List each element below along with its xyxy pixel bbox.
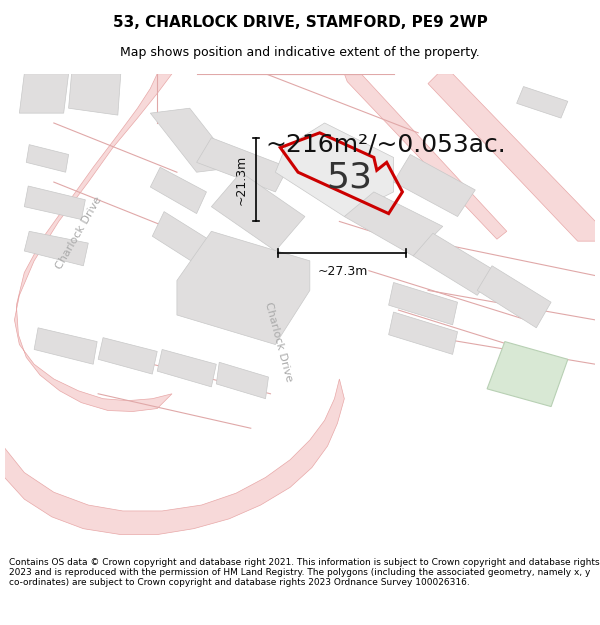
- Polygon shape: [413, 233, 495, 295]
- Polygon shape: [152, 212, 219, 271]
- Polygon shape: [151, 108, 236, 172]
- Polygon shape: [157, 349, 217, 387]
- Polygon shape: [5, 379, 344, 534]
- Polygon shape: [177, 231, 310, 344]
- Polygon shape: [428, 74, 595, 241]
- Polygon shape: [394, 154, 475, 216]
- Polygon shape: [487, 342, 568, 407]
- Text: Map shows position and indicative extent of the property.: Map shows position and indicative extent…: [120, 46, 480, 59]
- Polygon shape: [197, 138, 288, 192]
- Polygon shape: [477, 266, 551, 328]
- Text: ~21.3m: ~21.3m: [235, 154, 248, 205]
- Polygon shape: [26, 144, 68, 172]
- Polygon shape: [24, 231, 88, 266]
- Polygon shape: [98, 338, 157, 374]
- Text: Charlock Drive: Charlock Drive: [263, 301, 294, 382]
- Polygon shape: [68, 74, 121, 115]
- Polygon shape: [217, 362, 268, 399]
- Polygon shape: [24, 186, 85, 219]
- Polygon shape: [389, 282, 458, 325]
- Polygon shape: [34, 328, 97, 364]
- Text: ~27.3m: ~27.3m: [317, 265, 368, 278]
- Polygon shape: [344, 74, 507, 239]
- Text: 53, CHARLOCK DRIVE, STAMFORD, PE9 2WP: 53, CHARLOCK DRIVE, STAMFORD, PE9 2WP: [113, 15, 487, 30]
- Polygon shape: [211, 173, 305, 251]
- Polygon shape: [14, 74, 172, 411]
- Text: 53: 53: [326, 160, 372, 194]
- Text: ~216m²/~0.053ac.: ~216m²/~0.053ac.: [266, 132, 506, 157]
- Text: Charlock Drive: Charlock Drive: [53, 195, 103, 271]
- Text: Contains OS data © Crown copyright and database right 2021. This information is : Contains OS data © Crown copyright and d…: [9, 558, 599, 588]
- Polygon shape: [275, 123, 394, 216]
- Polygon shape: [151, 168, 206, 214]
- Polygon shape: [389, 312, 458, 354]
- Polygon shape: [19, 74, 68, 113]
- Polygon shape: [344, 192, 443, 256]
- Polygon shape: [517, 86, 568, 118]
